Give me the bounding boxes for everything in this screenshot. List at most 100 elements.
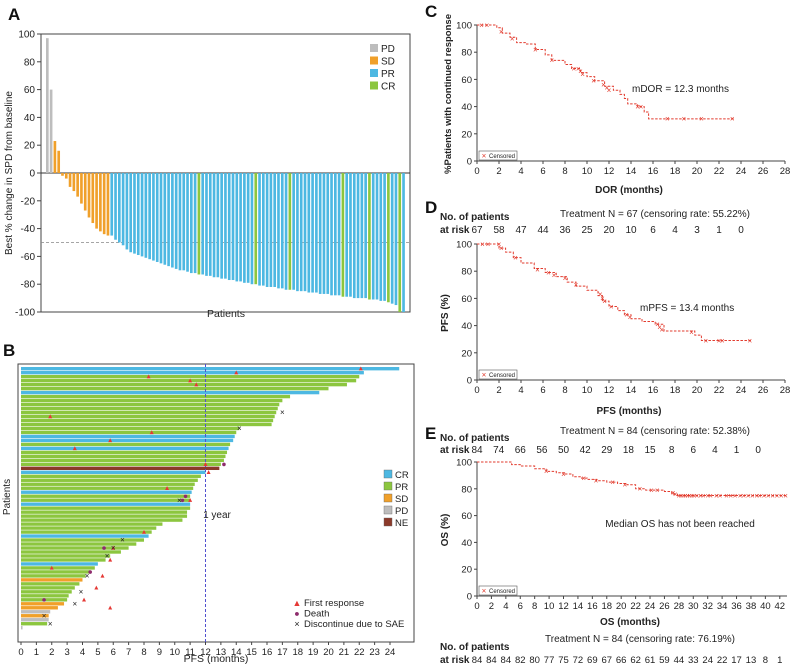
xtick-label: 26: [659, 601, 670, 612]
censored-legend-marker: ×: [482, 371, 487, 380]
panel-c-ylabel: %Patients with continued response: [443, 14, 454, 174]
censored-marker: ×: [598, 290, 603, 299]
panel-d-risk-header-2: at risk: [440, 225, 470, 236]
panel-a-bar-pr: [163, 173, 167, 265]
panel-b-bar-pr: [21, 374, 360, 379]
panel-b-first-response-marker: [234, 370, 239, 375]
panel-b-bar-cr: [21, 434, 235, 439]
censored-marker: ×: [754, 491, 759, 500]
panel-e-at-risk-bottom-value: 84: [472, 655, 483, 666]
panel-b-bar-pd: [21, 618, 49, 622]
panel-b-bar-pr: [21, 570, 91, 574]
censored-marker: ×: [747, 336, 752, 345]
censored-marker: ×: [628, 313, 633, 322]
panel-b-first-response-marker: [94, 585, 99, 590]
panel-a-bar-pr: [125, 173, 129, 250]
panel-a-bar-pr: [315, 173, 318, 293]
censored-legend-marker: ×: [482, 152, 487, 161]
panel-b-xtick-label: 11: [185, 647, 195, 658]
panel-e-at-risk-top-value: 56: [536, 445, 548, 456]
panel-a-bar-pr: [167, 173, 170, 267]
panel-b-bar-pr: [21, 454, 226, 459]
censored-marker: ×: [705, 491, 710, 500]
censored-marker: ×: [609, 302, 614, 311]
xtick-label: 36: [731, 601, 742, 612]
panel-b-legend-marker: ▲: [293, 598, 302, 608]
xtick-label: 10: [544, 601, 555, 612]
panel-a-bar-pr: [182, 173, 186, 271]
ytick-label: 20: [461, 129, 472, 140]
panel-b-death-marker: [42, 598, 46, 602]
xtick-label: 6: [540, 166, 545, 177]
xtick-label: 42: [775, 601, 786, 612]
panel-b-axis: 0 1 2 3 4 5 6 7 8 9 10 11 12 13 14 15 16 17 18 19 20 21 22 23 24: [18, 364, 395, 658]
panel-a-bar-cr: [197, 173, 201, 275]
ytick-label: 80: [461, 484, 472, 495]
panel-label-c: C: [425, 2, 437, 21]
panel-label-e: E: [425, 424, 436, 443]
panel-a-ytick-label: -60: [21, 252, 36, 263]
panel-label-b: B: [3, 341, 15, 360]
xtick-label: 18: [670, 385, 681, 396]
censored-marker: ×: [580, 70, 585, 79]
panel-b-bar-pr: [21, 498, 191, 502]
censored-marker: ×: [544, 467, 549, 476]
censored-marker: ×: [720, 336, 725, 345]
censored-marker: ×: [655, 486, 660, 495]
panel-e-os: No. of patients Treatment N = 84 (censor…: [440, 426, 788, 666]
panel-b-first-response-marker: [358, 366, 363, 371]
panel-e-at-risk-bottom-value: 67: [601, 655, 612, 666]
panel-a-ytick-label: 40: [24, 113, 36, 124]
panel-b-bar-pr: [21, 586, 75, 590]
panel-b-xtick-label: 18: [292, 647, 303, 658]
censored-marker: ×: [728, 491, 733, 500]
censored-marker: ×: [657, 323, 662, 332]
panel-d-at-risk-value: 3: [694, 225, 700, 236]
panel-b-reference-label: 1 year: [203, 510, 231, 521]
xtick-label: 14: [626, 166, 637, 177]
panel-e-ylabel: OS (%): [440, 514, 451, 547]
censored-marker: ×: [594, 477, 599, 486]
xtick-label: 40: [760, 601, 771, 612]
censored-marker: ×: [681, 491, 686, 500]
xtick-label: 20: [616, 601, 627, 612]
panel-b-bar-pr: [21, 582, 80, 586]
xtick-label: 12: [604, 166, 615, 177]
panel-a-bar-sd: [99, 173, 102, 232]
panel-a-bar-pr: [212, 173, 216, 278]
panel-a-bar-sd: [87, 173, 91, 218]
panel-b-death-marker: [183, 494, 188, 499]
panel-a-bar-pr: [118, 173, 121, 243]
panel-a-ylabel: Best % change in SPD from baseline: [4, 91, 15, 255]
panel-e-at-risk-bottom-value: 33: [688, 655, 699, 666]
censored-marker: ×: [724, 491, 729, 500]
panel-a-bar-pr: [216, 173, 220, 278]
panel-a-bar-cr: [387, 173, 390, 303]
panel-b-bar-sd: [21, 602, 65, 606]
panel-a-bar-pr: [171, 173, 174, 268]
censored-marker: ×: [750, 491, 755, 500]
panel-b-legend-label: PR: [395, 482, 408, 493]
panel-e-at-risk-bottom-value: 77: [544, 655, 555, 666]
panel-b-death-marker: [102, 546, 106, 550]
panel-b-legend-marker-label: Discontinue due to SAE: [304, 619, 404, 630]
xtick-label: 14: [573, 601, 584, 612]
km-curve: [477, 243, 751, 342]
panel-a-legend-swatch: [370, 69, 378, 77]
xtick-label: 18: [670, 166, 681, 177]
panel-a-bar-cr: [254, 173, 258, 285]
ytick-label: 0: [467, 592, 472, 603]
panel-b-xtick-label: 14: [231, 647, 242, 658]
xtick-label: 22: [630, 601, 641, 612]
panel-a-bar-pr: [129, 173, 133, 253]
panel-a-legend-label: PR: [381, 69, 395, 80]
panel-e-at-risk-bottom-value: 84: [486, 655, 497, 666]
panel-e-at-risk-row-top: 84 74 66 56 50 42 29 18 15 8 6 4 1 0: [471, 445, 761, 456]
panel-b-bar-cr: [21, 370, 364, 375]
panel-e-annotation: Median OS has not been reached: [605, 519, 755, 530]
panel-b-bar-cr: [21, 367, 400, 371]
